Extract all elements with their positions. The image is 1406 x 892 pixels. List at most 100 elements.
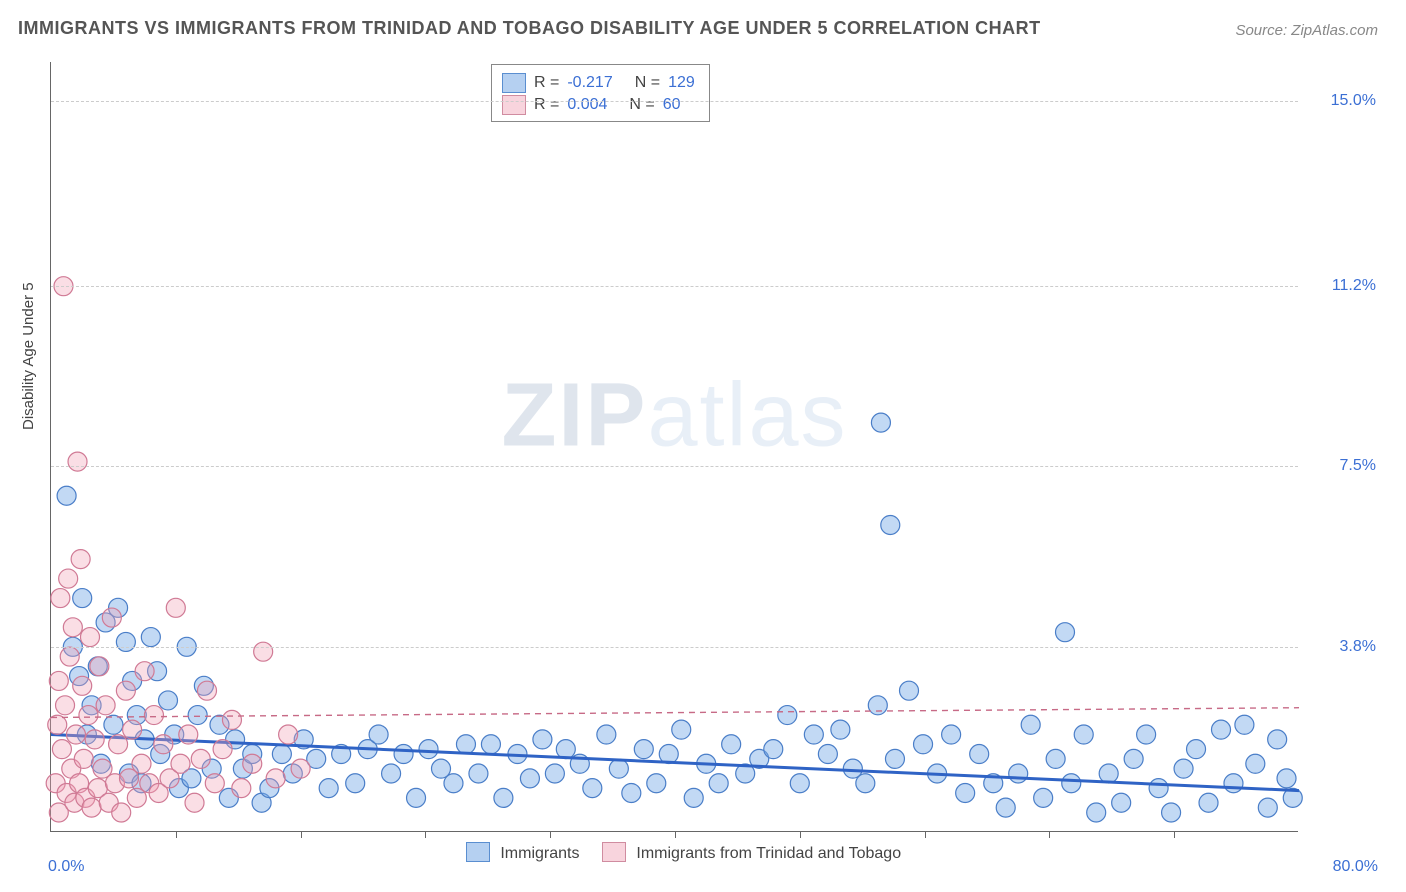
y-tick-label: 11.2% [1306,277,1376,295]
data-point [914,735,933,754]
data-point [104,715,123,734]
data-point [778,706,797,725]
data-point [73,676,92,695]
data-point [166,598,185,617]
data-point [1224,774,1243,793]
data-point [102,608,121,627]
data-point [1099,764,1118,783]
x-tick [925,831,926,838]
data-point [1137,725,1156,744]
grid-line [51,466,1298,467]
data-point [254,642,273,661]
chart-title: IMMIGRANTS VS IMMIGRANTS FROM TRINIDAD A… [18,18,1041,39]
data-point [556,740,575,759]
data-point [942,725,961,744]
data-point [407,788,426,807]
data-point [1112,793,1131,812]
data-point [1246,754,1265,773]
data-point [116,681,135,700]
data-point [856,774,875,793]
data-point [51,589,70,608]
data-point [171,754,190,773]
data-point [272,745,291,764]
data-point [881,515,900,534]
data-point [885,749,904,768]
x-tick [176,831,177,838]
x-tick [550,831,551,838]
data-point [79,706,98,725]
data-point [198,681,217,700]
data-point [57,486,76,505]
data-point [291,759,310,778]
y-axis-label: Disability Age Under 5 [20,282,37,430]
data-point [73,589,92,608]
data-point [48,715,67,734]
data-point [684,788,703,807]
grid-line [51,286,1298,287]
data-point [494,788,513,807]
data-point [419,740,438,759]
data-point [179,725,198,744]
data-point [868,696,887,715]
data-point [60,647,79,666]
data-point [222,710,241,729]
data-point [109,735,128,754]
data-point [213,740,232,759]
data-point [346,774,365,793]
swatch-blue-icon [466,842,490,862]
x-axis-max: 80.0% [1333,858,1378,876]
grid-line [51,647,1298,648]
data-point [116,632,135,651]
series-legend: Immigrants Immigrants from Trinidad and … [51,842,1298,863]
data-point [1034,788,1053,807]
series-label-pink: Immigrants from Trinidad and Tobago [636,845,901,862]
grid-line [51,101,1298,102]
chart-svg [51,62,1298,831]
data-point [1062,774,1081,793]
data-point [112,803,131,822]
data-point [831,720,850,739]
data-point [159,691,178,710]
data-point [1199,793,1218,812]
data-point [56,696,75,715]
data-point [1162,803,1181,822]
source-attribution: Source: ZipAtlas.com [1235,22,1378,39]
data-point [597,725,616,744]
data-point [1258,798,1277,817]
data-point [85,730,104,749]
x-tick [800,831,801,838]
data-point [232,779,251,798]
data-point [1046,749,1065,768]
data-point [144,706,163,725]
data-point [185,793,204,812]
data-point [96,696,115,715]
data-point [583,779,602,798]
data-point [52,740,71,759]
data-point [469,764,488,783]
data-point [1074,725,1093,744]
data-point [609,759,628,778]
data-point [90,657,109,676]
data-point [1124,749,1143,768]
data-point [1087,803,1106,822]
data-point [141,628,160,647]
data-point [804,725,823,744]
data-point [132,754,151,773]
data-point [205,774,224,793]
data-point [74,749,93,768]
data-point [1174,759,1193,778]
x-tick [1049,831,1050,838]
data-point [82,798,101,817]
data-point [970,745,989,764]
data-point [672,720,691,739]
data-point [871,413,890,432]
data-point [1009,764,1028,783]
data-point [66,725,85,744]
data-point [266,769,285,788]
data-point [647,774,666,793]
data-point [709,774,728,793]
data-point [1149,779,1168,798]
data-point [123,720,142,739]
swatch-pink-icon [602,842,626,862]
data-point [369,725,388,744]
